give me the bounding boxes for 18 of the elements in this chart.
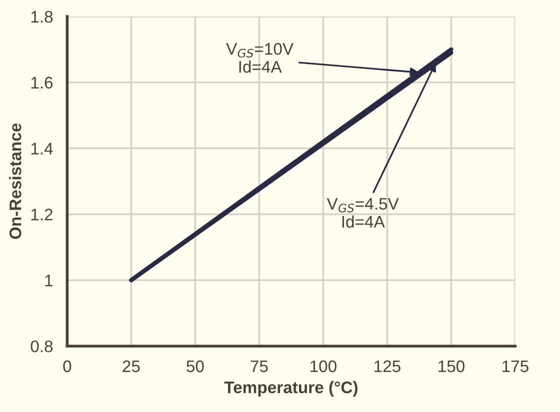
y-tick-label: 0.8 xyxy=(30,340,53,352)
y-tick-label: 1.8 xyxy=(31,10,53,23)
y-tick-label: 1.4 xyxy=(31,142,53,154)
x-tick-label: 125 xyxy=(374,360,400,372)
x-tick-label: 175 xyxy=(502,360,528,372)
annotation: V$_{GS}$=10V Id=4A xyxy=(226,42,294,73)
x-tick-label: 150 xyxy=(438,360,464,372)
annotation: V$_{GS}$=4.5V Id=4A xyxy=(326,198,399,228)
y-tick-label: 1.6 xyxy=(31,76,53,89)
y-axis-title: On-Resistance xyxy=(9,123,22,239)
y-tick-label: 1.2 xyxy=(31,208,52,220)
x-tick-label: 75 xyxy=(250,360,268,372)
x-tick-label: 50 xyxy=(186,360,204,372)
y-tick-label: 1 xyxy=(45,274,52,286)
x-tick-label: 25 xyxy=(122,360,140,372)
x-tick-label: 0 xyxy=(63,360,72,372)
x-tick-label: 100 xyxy=(310,360,336,372)
x-axis-title: Temperature (°C) xyxy=(224,381,358,397)
